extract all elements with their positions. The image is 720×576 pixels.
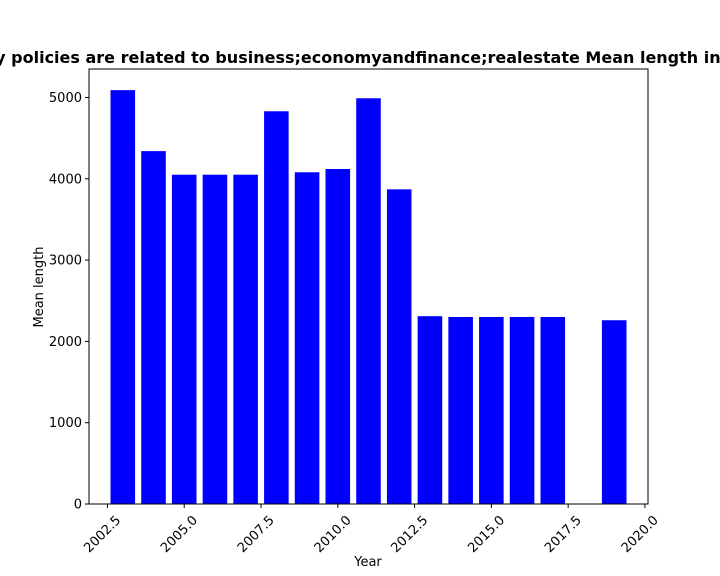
bar-2013 <box>417 316 443 504</box>
bar-2012 <box>386 189 412 505</box>
bar-2019 <box>601 320 627 504</box>
bar-2011 <box>356 98 381 504</box>
bar-2017 <box>540 316 566 504</box>
y-tick-label: 1000 <box>49 416 82 431</box>
bar-2004 <box>141 151 166 504</box>
bar-2010 <box>325 169 351 504</box>
bar-2014 <box>448 316 473 504</box>
bar-2015 <box>479 316 504 504</box>
y-axis-ticks: 0 1000 2000 3000 4000 5000 <box>49 91 89 513</box>
bar-2009 <box>294 172 320 504</box>
plot-frame <box>88 68 649 505</box>
x-axis-title: Year <box>353 555 382 570</box>
bar-2005 <box>171 174 197 504</box>
bar-2007 <box>233 174 258 504</box>
y-tick-label: 4000 <box>49 172 82 187</box>
y-tick-label: 2000 <box>49 335 82 350</box>
bar-2006 <box>202 174 228 504</box>
y-tick-label: 3000 <box>49 254 82 269</box>
bars-group <box>110 90 627 505</box>
y-tick-label: 0 <box>74 498 82 513</box>
bar-2003 <box>110 90 136 504</box>
y-axis-title: Mean length <box>32 247 47 328</box>
chart-title: Websites whose privacy policies are rela… <box>0 48 720 67</box>
bar-2008 <box>264 111 289 505</box>
bar-2016 <box>509 316 535 504</box>
y-tick-label: 5000 <box>49 91 82 106</box>
